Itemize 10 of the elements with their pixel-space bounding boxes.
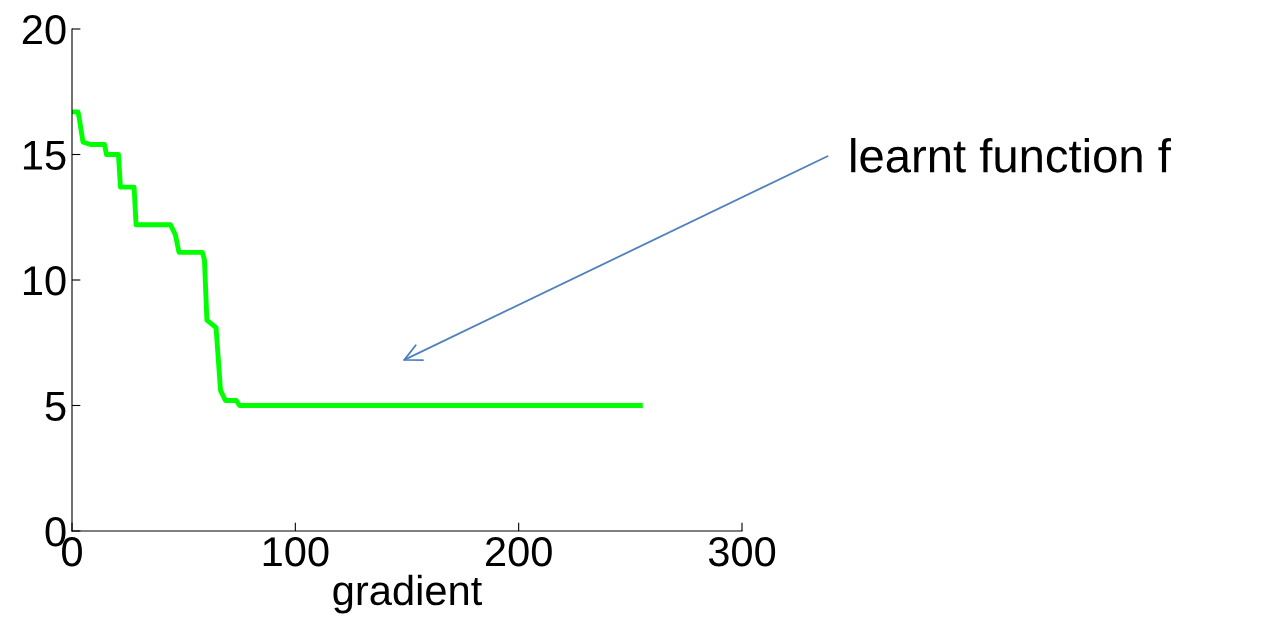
text: learnt function f [851, 137, 1171, 173]
x-axis-title: gradient [333, 574, 482, 614]
y-tick-label: 10 [23, 266, 66, 296]
y-tick-label: 5 [45, 391, 66, 422]
line-series [72, 109, 643, 408]
y-tick-label: 20 [22, 15, 66, 45]
y-tick-label: 15 [23, 140, 66, 171]
x-tick-label: 200 [486, 536, 552, 567]
x-tick-label: 300 [708, 536, 776, 567]
x-tick-label: 100 [263, 536, 329, 567]
